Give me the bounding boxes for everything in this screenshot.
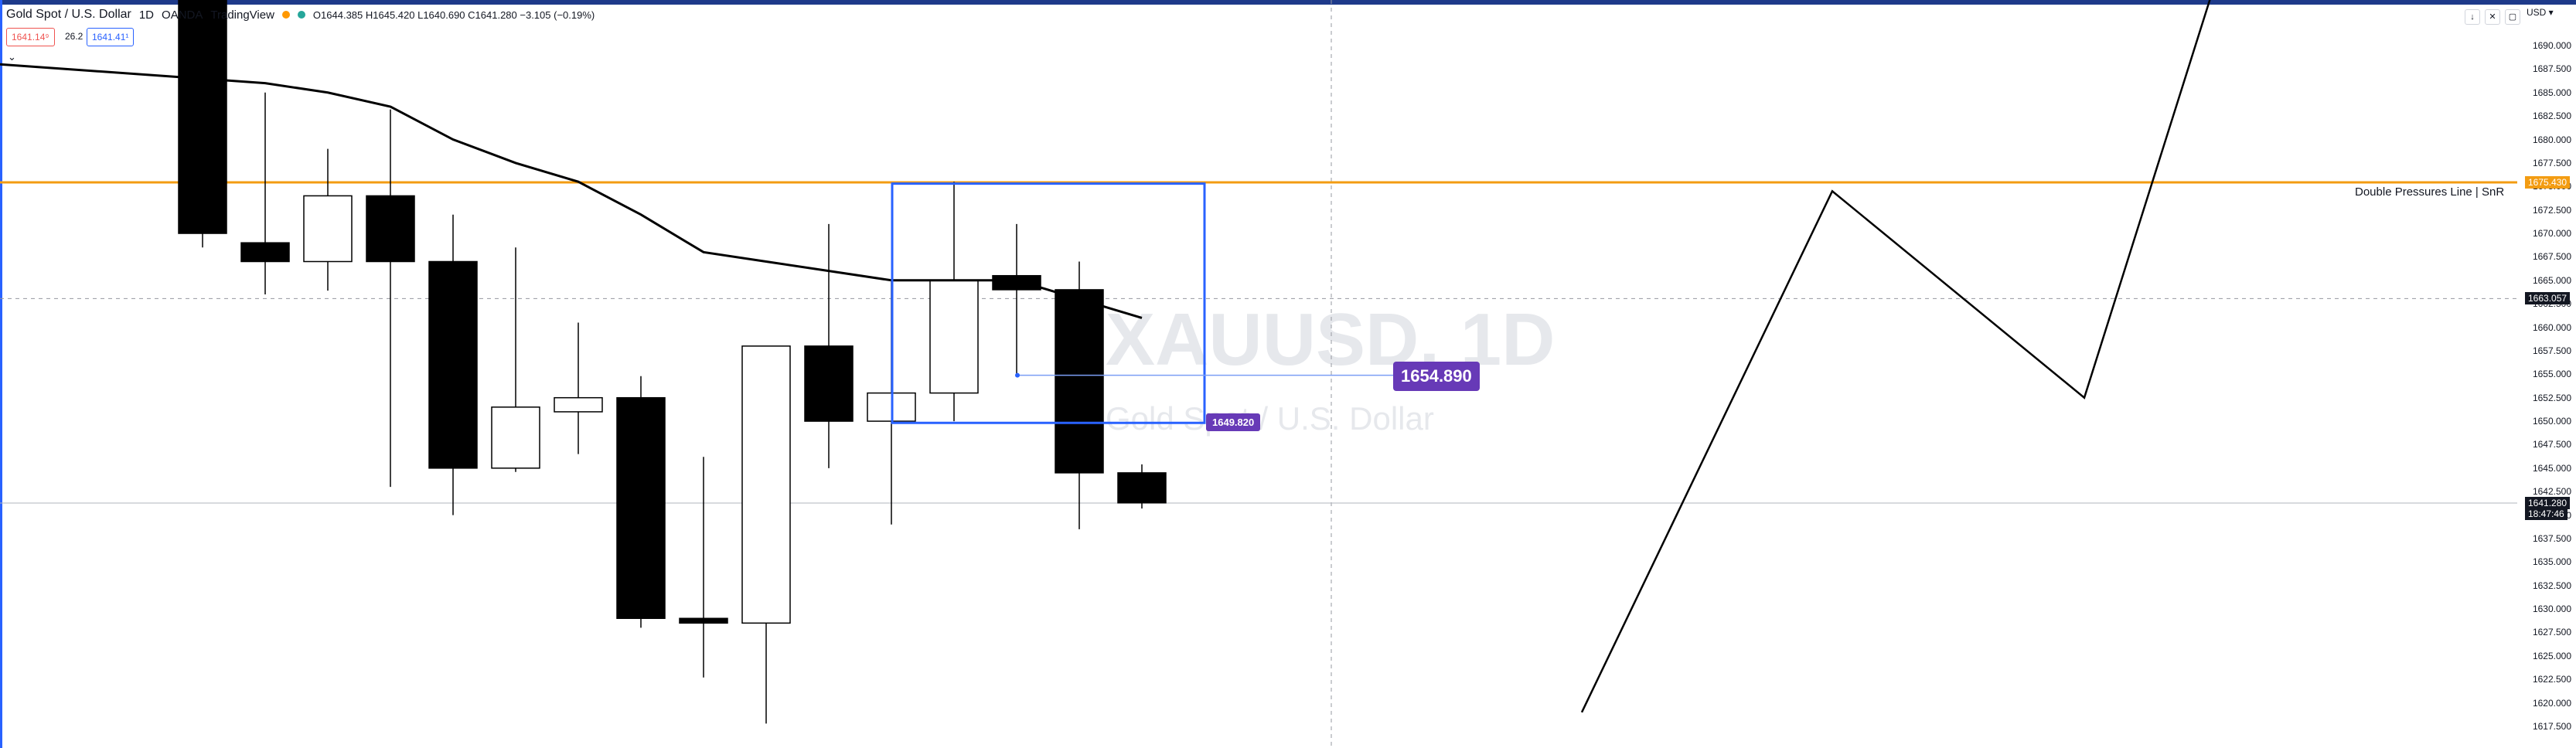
crosshair-price-badge: 1663.057 xyxy=(2525,292,2571,305)
spread-label: 26.2 xyxy=(60,28,88,45)
buy-button[interactable]: 1641.41¹ xyxy=(87,28,135,46)
projection-path xyxy=(1580,0,2211,713)
currency-select[interactable]: USD ▾ xyxy=(2527,7,2554,18)
price-tick: 1652.500 xyxy=(2532,392,2571,403)
candle-body xyxy=(554,396,603,413)
price-tick: 1680.000 xyxy=(2532,134,2571,145)
snr-price-badge: 1675.430 xyxy=(2525,176,2571,189)
candle-body xyxy=(741,345,791,624)
moving-average-line xyxy=(0,63,1143,319)
candle-body xyxy=(303,195,353,263)
price-tick: 1685.000 xyxy=(2532,87,2571,98)
candle-body xyxy=(178,0,227,234)
candle-body xyxy=(929,280,979,394)
sell-button[interactable]: 1641.14⁹ xyxy=(6,28,55,46)
left-border xyxy=(0,0,2,748)
price-tick: 1687.500 xyxy=(2532,63,2571,75)
interval-label[interactable]: 1D xyxy=(138,8,155,22)
price-tick: 1672.500 xyxy=(2532,204,2571,216)
data-status-icon xyxy=(297,11,305,19)
candle-body xyxy=(1055,289,1104,474)
price-tick: 1630.000 xyxy=(2532,604,2571,615)
price-tick: 1622.500 xyxy=(2532,674,2571,685)
chevron-down-icon[interactable]: ⌄ xyxy=(8,51,16,63)
price-tick: 1635.000 xyxy=(2532,556,2571,568)
price-tick: 1632.500 xyxy=(2532,580,2571,591)
target-price-label[interactable]: 1654.890 xyxy=(1393,361,1480,391)
price-axis[interactable]: 1690.000 1687.500 1685.000 1682.500 1680.000… xyxy=(2517,0,2576,748)
price-tick: 1682.500 xyxy=(2532,110,2571,122)
window-controls: ↓ ✕ ▢ xyxy=(2465,9,2520,25)
price-tick: 1620.000 xyxy=(2532,697,2571,709)
price-tick: 1677.500 xyxy=(2532,157,2571,168)
box-low-label[interactable]: 1649.820 xyxy=(1206,413,1261,432)
price-tick: 1667.500 xyxy=(2532,251,2571,263)
candle-body xyxy=(1117,472,1167,504)
last-price-badge: 1641.280 xyxy=(2525,497,2571,510)
price-tick: 1627.500 xyxy=(2532,627,2571,638)
price-tick: 1670.000 xyxy=(2532,228,2571,240)
price-tick: 1657.500 xyxy=(2532,345,2571,356)
price-tick: 1637.500 xyxy=(2532,532,2571,544)
close-icon[interactable]: ✕ xyxy=(2485,9,2500,25)
chart-legend: Gold Spot / U.S. Dollar 1D OANDA Trading… xyxy=(6,8,595,22)
target-anchor xyxy=(1015,372,1020,378)
price-tick: 1617.500 xyxy=(2532,721,2571,732)
broker-label: OANDA xyxy=(162,8,203,22)
candle-body xyxy=(240,242,290,263)
countdown-badge: 18:47:46 xyxy=(2525,508,2567,521)
candle-body xyxy=(616,396,666,620)
candle-body xyxy=(804,345,854,422)
source-label: TradingView xyxy=(210,8,274,22)
candle-body xyxy=(491,406,540,469)
ohlc-values: O1644.385 H1645.420 L1640.690 C1641.280 … xyxy=(312,8,595,21)
price-tick: 1655.000 xyxy=(2532,369,2571,380)
currency-label: USD xyxy=(2527,7,2547,18)
candle-body xyxy=(992,274,1041,291)
watermark-description: Gold Spot / U.S. Dollar xyxy=(1106,400,1434,437)
price-tick: 1645.000 xyxy=(2532,462,2571,474)
arrow-down-icon[interactable]: ↓ xyxy=(2465,9,2480,25)
candle-body xyxy=(428,260,478,469)
price-tick: 1660.000 xyxy=(2532,321,2571,333)
watermark-symbol: XAUUSD, 1D xyxy=(1106,298,1555,381)
price-tick: 1642.500 xyxy=(2532,486,2571,498)
selection-box xyxy=(891,182,1206,424)
price-tick: 1647.500 xyxy=(2532,439,2571,450)
candle-body xyxy=(679,617,728,624)
top-accent-bar xyxy=(0,0,2576,5)
price-tick: 1650.000 xyxy=(2532,416,2571,427)
snr-line-label: Double Pressures Line | SnR xyxy=(2355,185,2505,199)
price-tick: 1690.000 xyxy=(2532,40,2571,51)
price-tick: 1665.000 xyxy=(2532,274,2571,286)
symbol-name[interactable]: Gold Spot / U.S. Dollar xyxy=(6,8,131,21)
candle-body xyxy=(366,195,415,263)
maximize-icon[interactable]: ▢ xyxy=(2505,9,2520,25)
market-status-icon xyxy=(281,11,290,19)
price-tick: 1625.000 xyxy=(2532,650,2571,661)
